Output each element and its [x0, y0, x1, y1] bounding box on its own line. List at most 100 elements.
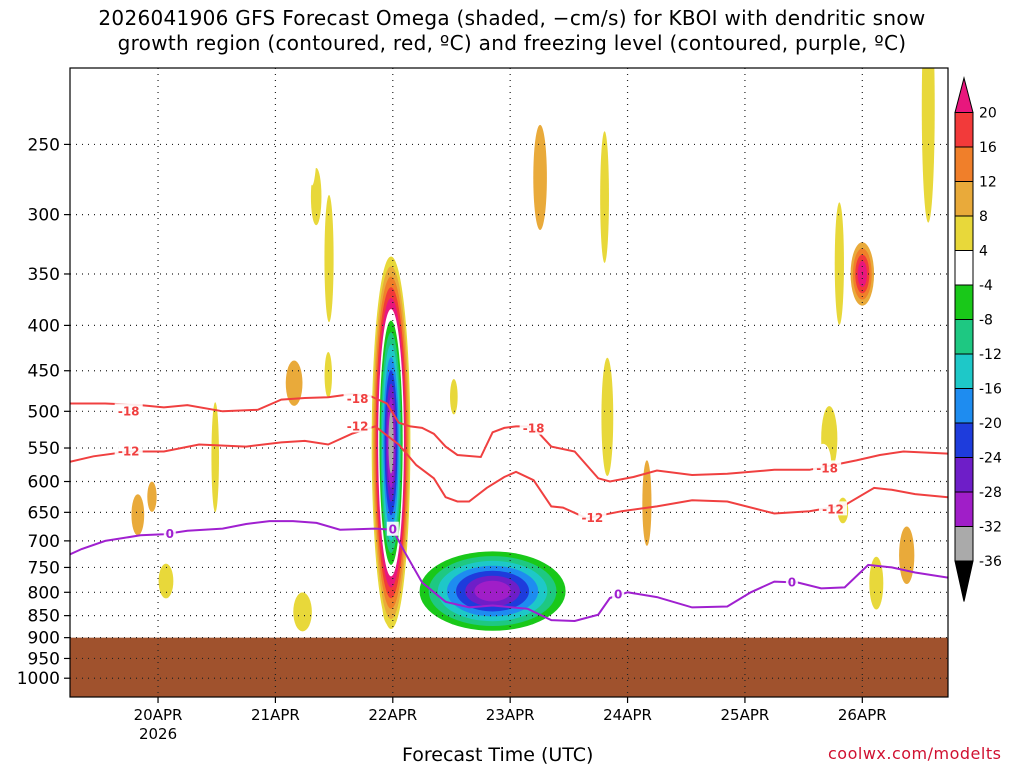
- y-tick-label: 650: [28, 503, 60, 523]
- y-tick-label: 250: [28, 135, 60, 155]
- x-tick-label: 21APR: [251, 706, 300, 724]
- omega-streak: [293, 592, 312, 632]
- omega-streak: [570, 299, 589, 399]
- omega-shading: [70, 68, 936, 647]
- colorbar-label: -20: [979, 416, 1002, 432]
- colorbar-swatch: [954, 526, 974, 562]
- omega-streak: [869, 556, 884, 610]
- credit-link[interactable]: coolwx.com/modelts: [828, 744, 1002, 763]
- colorbar-label: 20: [979, 106, 997, 122]
- y-tick-label: 300: [28, 206, 60, 226]
- omega-streak: [285, 360, 303, 406]
- contour-label-bg: [612, 586, 625, 601]
- x-tick-label: 25APR: [721, 706, 770, 724]
- colorbar-arrow-bottom: [954, 560, 974, 602]
- omega-streak: [281, 492, 291, 583]
- omega-streak: [600, 131, 609, 263]
- contour-label-bg: [343, 418, 372, 433]
- colorbar-label: 16: [979, 140, 997, 156]
- contour-line-dgz-12: [70, 425, 948, 520]
- omega-feature-1: [474, 580, 511, 602]
- omega-streak: [450, 379, 458, 415]
- colorbar-label: -36: [979, 554, 1002, 570]
- chart-title-line2: growth region (contoured, red, ºC) and f…: [117, 31, 907, 55]
- colorbar: 20 16 12 8 4 -4 -8 -12 -16 -20 -24 -28 -32 -36: [954, 76, 1002, 602]
- contour-label: -12: [581, 511, 603, 525]
- omega-streak: [358, 68, 369, 246]
- omega-streak: [266, 387, 277, 437]
- colorbar-swatch: [954, 353, 974, 389]
- contour-label: -18: [118, 404, 140, 418]
- colorbar-swatch: [954, 146, 974, 182]
- omega-streak: [107, 333, 124, 412]
- y-tick-label: 750: [28, 558, 60, 578]
- contour-line-dgz-18: [70, 392, 948, 483]
- omega-streak: [745, 487, 758, 554]
- omega-streak: [713, 559, 732, 587]
- omega-streak: [443, 258, 457, 364]
- omega-streak: [601, 357, 614, 476]
- omega-streak: [239, 508, 254, 560]
- y-tick-label: 1000: [17, 669, 60, 689]
- colorbar-label: -28: [979, 485, 1002, 501]
- contour-label: 0: [788, 576, 796, 590]
- contour-label: 0: [389, 523, 397, 537]
- contour-label-bg: [163, 526, 176, 541]
- omega-streak: [131, 494, 145, 536]
- omega-streak: [796, 317, 812, 431]
- colorbar-swatch: [954, 181, 974, 217]
- colorbar-swatch: [954, 215, 974, 251]
- contour-label: -18: [347, 392, 369, 406]
- omega-streak: [70, 274, 80, 401]
- y-tick-label: 500: [28, 402, 60, 422]
- contour-label: -12: [118, 444, 140, 458]
- contour-label-bg: [114, 403, 143, 418]
- colorbar-swatch: [954, 250, 974, 286]
- x-tick-label: 23APR: [486, 706, 535, 724]
- colorbar-swatch: [954, 422, 974, 458]
- y-tick-label: 350: [28, 265, 60, 285]
- y-tick-label: 800: [28, 583, 60, 603]
- y-tick-label: 700: [28, 532, 60, 552]
- colorbar-label: 4: [979, 244, 988, 260]
- colorbar-label: -12: [979, 347, 1002, 363]
- contour-label: -18: [816, 461, 838, 475]
- colorbar-swatch: [954, 388, 974, 424]
- contour-label-bg: [343, 390, 372, 405]
- y-tick-label: 450: [28, 362, 60, 382]
- omega-streak: [921, 68, 935, 223]
- omega-streak: [324, 194, 334, 323]
- omega-streak: [559, 417, 572, 456]
- colorbar-label: -4: [979, 278, 993, 294]
- y-tick-label: 850: [28, 607, 60, 627]
- y-tick-label: 950: [28, 649, 60, 669]
- omega-streak: [679, 559, 697, 606]
- omega-streak: [158, 563, 174, 599]
- chart-title: 2026041906 GFS Forecast Omega (shaded, −…: [0, 6, 1024, 56]
- contour-label: -12: [822, 502, 844, 516]
- omega-streak: [184, 346, 200, 406]
- omega-streak: [679, 493, 691, 577]
- colorbar-label: 8: [979, 209, 988, 225]
- omega-streak: [619, 470, 638, 566]
- x-tick-label: 20APR: [134, 706, 183, 724]
- omega-streak: [834, 202, 844, 325]
- contour-label-bg: [818, 501, 847, 516]
- omega-streak: [164, 592, 184, 641]
- chart-title-line1: 2026041906 GFS Forecast Omega (shaded, −…: [98, 6, 926, 30]
- omega-streak: [899, 526, 915, 585]
- y-tick-label: 550: [28, 439, 60, 459]
- x-tick-label: 22APR: [368, 706, 417, 724]
- colorbar-label: -32: [979, 520, 1002, 536]
- colorbar-label: 12: [979, 175, 997, 191]
- omega-streak: [795, 556, 814, 624]
- plot-area: -18 -18 -18 -18 -12 -12 -12 -12 0 0 0 0: [70, 68, 948, 697]
- omega-streak: [642, 460, 652, 546]
- omega-streak: [179, 463, 196, 511]
- colorbar-arrow-top: [954, 76, 974, 113]
- x-tick-label: 26APR: [838, 706, 887, 724]
- contour-label-bg: [785, 574, 798, 589]
- x-axis-label: Forecast Time (UTC): [402, 744, 594, 766]
- gridlines: [70, 68, 948, 697]
- y-tick-label: 900: [28, 629, 60, 649]
